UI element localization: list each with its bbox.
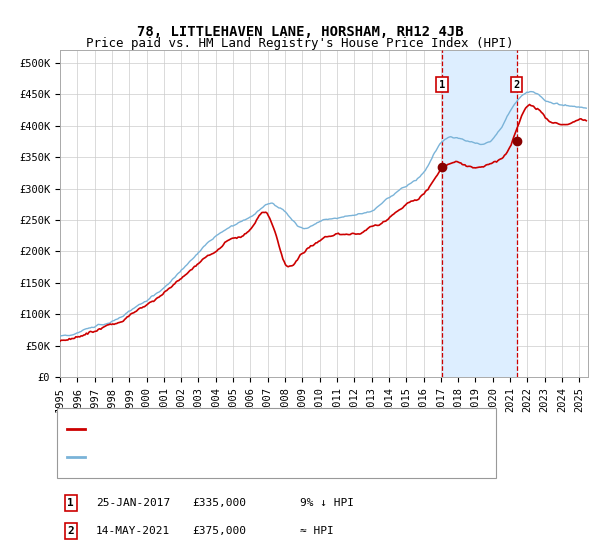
Text: 1: 1: [439, 80, 445, 90]
Text: 78, LITTLEHAVEN LANE, HORSHAM, RH12 4JB: 78, LITTLEHAVEN LANE, HORSHAM, RH12 4JB: [137, 25, 463, 39]
Text: Price paid vs. HM Land Registry's House Price Index (HPI): Price paid vs. HM Land Registry's House …: [86, 37, 514, 50]
Text: £335,000: £335,000: [192, 498, 246, 508]
Text: 9% ↓ HPI: 9% ↓ HPI: [300, 498, 354, 508]
Text: 25-JAN-2017: 25-JAN-2017: [96, 498, 170, 508]
Text: £375,000: £375,000: [192, 526, 246, 536]
Text: 14-MAY-2021: 14-MAY-2021: [96, 526, 170, 536]
Text: 1: 1: [67, 498, 74, 508]
Text: HPI: Average price, semi-detached house, Horsham: HPI: Average price, semi-detached house,…: [89, 452, 389, 462]
Bar: [442, 50, 517, 377]
Text: 2: 2: [67, 526, 74, 536]
Text: 78, LITTLEHAVEN LANE, HORSHAM, RH12 4JB (semi-detached house): 78, LITTLEHAVEN LANE, HORSHAM, RH12 4JB …: [89, 423, 470, 433]
Text: 2: 2: [514, 80, 520, 90]
Text: ≈ HPI: ≈ HPI: [300, 526, 334, 536]
